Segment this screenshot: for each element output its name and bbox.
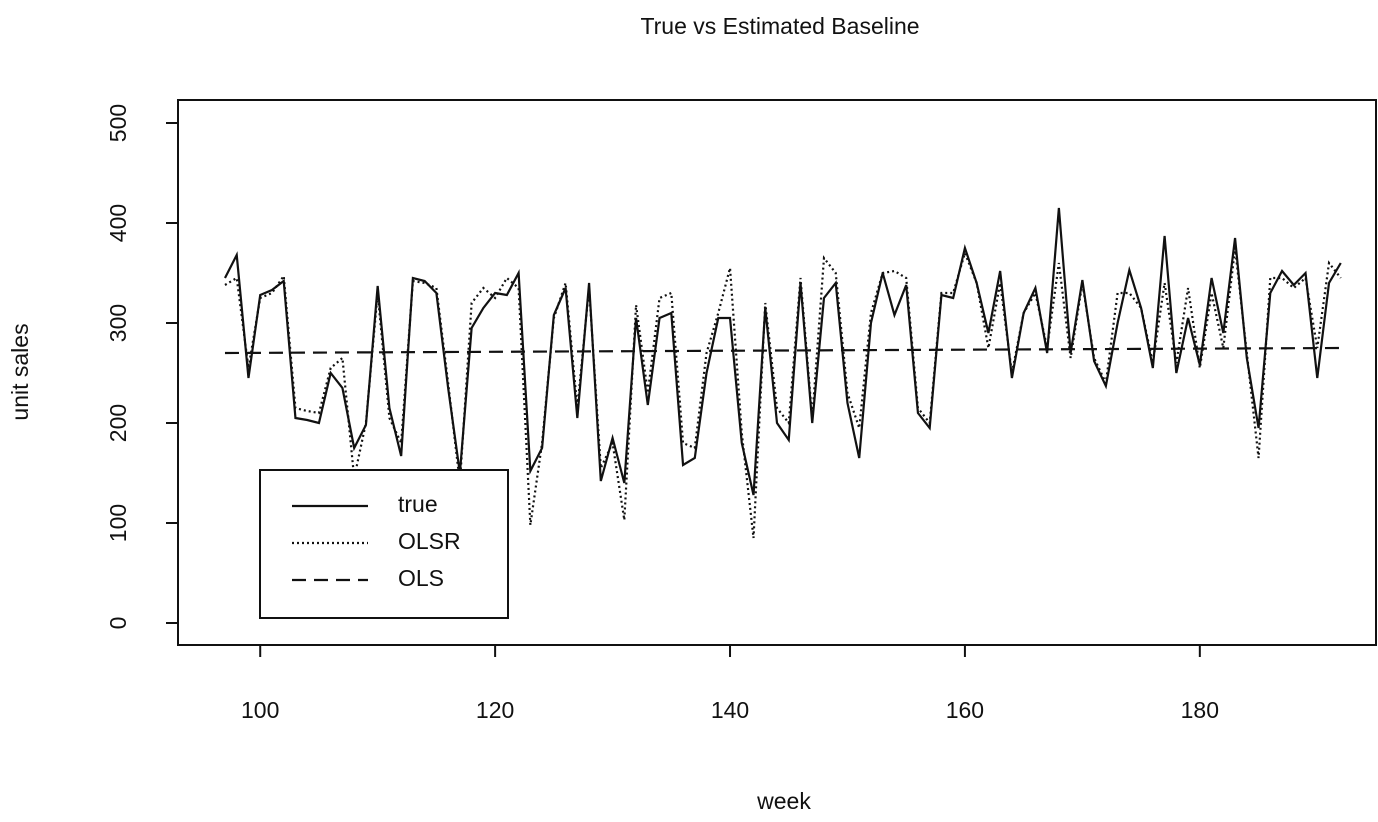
legend: true OLSR OLS [259, 469, 509, 619]
legend-label: true [398, 491, 438, 517]
series-line [224, 247, 1342, 539]
y-tick-label: 0 [105, 617, 131, 630]
x-tick-label: 140 [711, 697, 749, 723]
series-line [224, 346, 1341, 355]
x-tick-label: 100 [241, 697, 279, 723]
x-axis-label: week [756, 788, 811, 814]
plot-frame [177, 99, 1377, 646]
y-tick-label: 100 [105, 504, 131, 542]
y-tick-label: 300 [105, 304, 131, 342]
legend-label: OLS [398, 565, 444, 591]
legend-label: OLSR [398, 528, 461, 554]
y-tick-label: 500 [105, 104, 131, 142]
y-tick-label: 400 [105, 204, 131, 242]
x-tick-label: 160 [946, 697, 984, 723]
legend-box [259, 469, 509, 619]
chart-title: True vs Estimated Baseline [640, 13, 919, 39]
x-tick-label: 120 [476, 697, 514, 723]
x-tick-label: 180 [1181, 697, 1219, 723]
y-axis-label: unit sales [7, 323, 33, 420]
y-tick-label: 200 [105, 404, 131, 442]
